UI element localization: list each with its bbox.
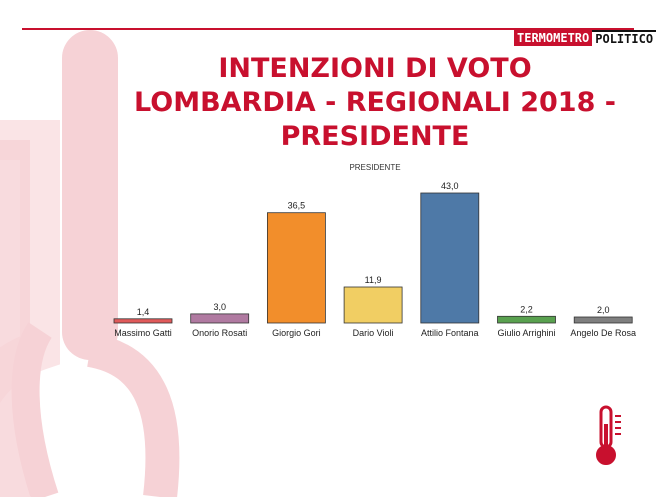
- category-label: Attilio Fontana: [421, 328, 479, 338]
- bar-4: [343, 286, 403, 324]
- title-line-2: LOMBARDIA - REGIONALI 2018 -: [134, 87, 616, 118]
- bar-6: [497, 315, 556, 324]
- bar-value-label: 43,0: [441, 181, 459, 191]
- bar-value-label: 2,2: [520, 304, 533, 314]
- bar-value-label: 36,5: [288, 201, 306, 211]
- category-label: Massimo Gatti: [114, 328, 172, 338]
- brand-logo: TERMOMETRO POLITICO: [514, 30, 657, 46]
- bar-5: [420, 192, 480, 324]
- logo-part-a: TERMOMETRO: [514, 30, 593, 46]
- bar-3: [266, 212, 326, 324]
- slide-title: INTENZIONI DI VOTO LOMBARDIA - REGIONALI…: [110, 52, 640, 154]
- bar-value-label: 3,0: [213, 302, 226, 312]
- bar-7: [573, 316, 633, 324]
- bar-2: [190, 313, 250, 324]
- bar-1: [113, 318, 173, 324]
- category-label: Angelo De Rosa: [570, 328, 636, 338]
- bar-value-label: 1,4: [137, 307, 150, 317]
- bar-value-label: 11,9: [365, 275, 382, 285]
- logo-part-b: POLITICO: [592, 30, 657, 46]
- category-label: Giorgio Gori: [272, 328, 321, 338]
- category-label: Giulio Arrighini: [497, 328, 555, 338]
- header-rule: [22, 28, 634, 30]
- title-line-1: INTENZIONI DI VOTO: [218, 53, 532, 84]
- category-label: Dario Violi: [353, 328, 394, 338]
- title-line-3: PRESIDENTE: [280, 121, 470, 152]
- category-label: Onorio Rosati: [192, 328, 247, 338]
- bar-value-label: 2,0: [597, 305, 610, 315]
- thermometer-icon: [596, 405, 621, 465]
- chart-subtitle: PRESIDENTE: [349, 163, 401, 172]
